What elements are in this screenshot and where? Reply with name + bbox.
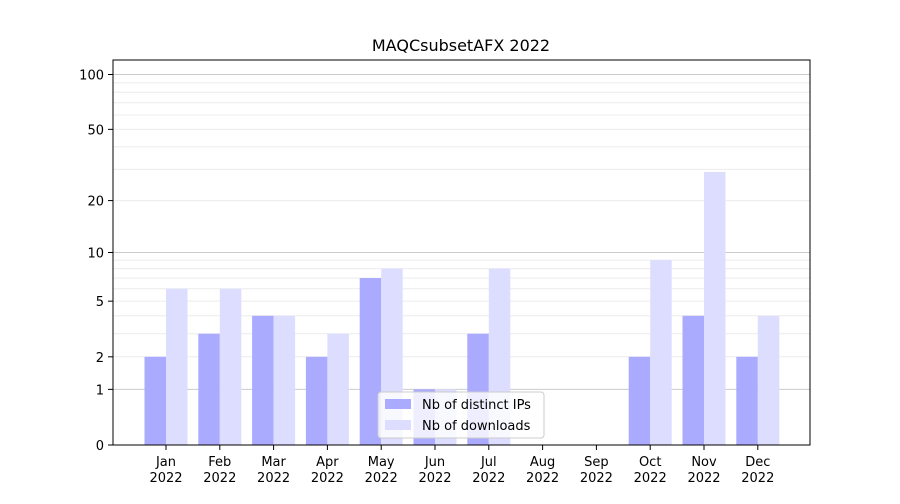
bar-distinct-ips <box>359 278 382 445</box>
legend: Nb of distinct IPs Nb of downloads <box>377 391 545 439</box>
x-tick-label: Sep 2022 <box>580 455 613 486</box>
bar-downloads <box>327 333 349 445</box>
x-tick-label: May 2022 <box>365 455 398 486</box>
y-tick-label: 1 <box>96 383 104 398</box>
y-tick-label: 2 <box>96 351 104 366</box>
y-tick-label: 20 <box>87 195 104 210</box>
x-axis: Jan 2022 Feb 2022 Mar 2022 Apr 2022 May 2022 Jun 20… <box>149 445 774 486</box>
x-tick-label: Apr 2022 <box>311 455 344 486</box>
legend-label: Nb of distinct IPs <box>422 398 531 413</box>
x-tick-label: Aug 2022 <box>526 455 559 486</box>
x-tick-label: Dec 2022 <box>741 455 774 486</box>
y-tick-label: 50 <box>87 123 104 138</box>
x-tick-label: Jul 2022 <box>472 455 505 486</box>
y-tick-label: 10 <box>87 247 104 262</box>
x-tick-label: Jan 2022 <box>149 455 182 486</box>
legend-swatch <box>385 399 411 409</box>
x-tick-label: Feb 2022 <box>203 455 236 486</box>
y-axis: 0 1 2 5 10 20 50 100 <box>79 69 113 454</box>
bar-downloads <box>273 315 296 445</box>
bar-downloads <box>757 315 780 445</box>
chart-title: MAQCsubsetAFX 2022 <box>372 36 550 55</box>
x-tick-label: Nov 2022 <box>687 455 720 486</box>
bar-distinct-ips <box>144 356 166 445</box>
bar-distinct-ips <box>736 356 758 445</box>
bar-downloads <box>166 288 188 445</box>
legend-box <box>377 391 545 439</box>
bar-distinct-ips <box>198 333 220 445</box>
bar-distinct-ips <box>628 356 651 445</box>
legend-swatch <box>385 420 411 430</box>
bar-downloads <box>704 171 726 445</box>
bar-downloads <box>219 288 242 445</box>
y-tick-label: 5 <box>96 295 104 310</box>
y-tick-label: 0 <box>96 439 104 454</box>
bar-distinct-ips <box>305 356 328 445</box>
x-tick-label: Oct 2022 <box>634 455 667 486</box>
x-tick-label: Jun 2022 <box>418 455 451 486</box>
y-tick-label: 100 <box>79 69 104 84</box>
bar-distinct-ips <box>252 315 274 445</box>
x-tick-label: Mar 2022 <box>257 455 290 486</box>
bar-downloads <box>650 260 672 445</box>
bar-distinct-ips <box>682 315 704 445</box>
legend-label: Nb of downloads <box>422 419 531 434</box>
